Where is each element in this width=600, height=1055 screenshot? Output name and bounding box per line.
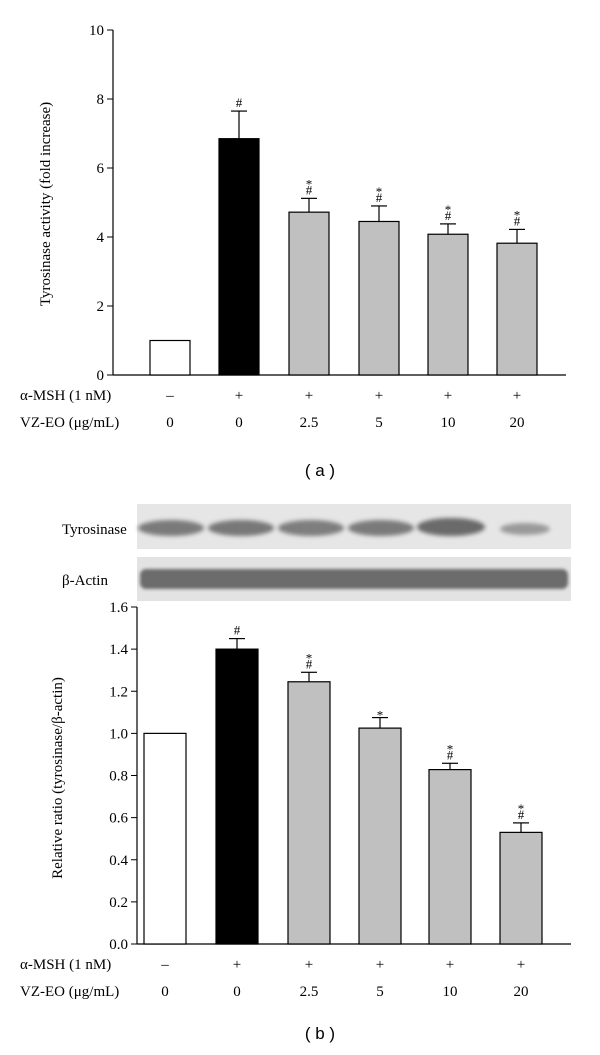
panel-b-y-tick-label: 0.4 — [109, 853, 128, 869]
panel-b-label: ( b ) — [305, 1024, 335, 1043]
panel-a-condition-value: + — [305, 388, 313, 404]
panel-b-condition-value: 20 — [514, 984, 529, 1000]
panel-b-y-tick-label: 0.2 — [109, 895, 128, 911]
panel-b-bars: ##**#*#* — [143, 623, 543, 945]
panel-a-asterisk-mark: * — [376, 184, 383, 199]
panel-a-condition-label: α-MSH (1 nM) — [20, 388, 111, 404]
panel-b-hash-mark: # — [447, 747, 454, 762]
panel-a-bars: ##*#*#*#* — [149, 95, 538, 376]
panel-a-condition-value: 0 — [166, 415, 174, 431]
panel-a-condition-value: + — [444, 388, 452, 404]
panel-b-y-ticks: 0.0 0.2 0.4 0.6 0.8 1.0 1.2 1.4 1.6 — [109, 600, 137, 953]
panel-a-hash-mark: # — [376, 190, 383, 205]
panel-b-condition-value: 0 — [161, 984, 169, 1000]
panel-a-condition-value: 0 — [235, 415, 243, 431]
panel-a-y-tick-label: 10 — [89, 23, 104, 39]
panel-a-asterisk-mark: * — [514, 207, 521, 222]
blot-actin-bands — [140, 569, 568, 589]
panel-b-y-tick-label: 1.6 — [109, 600, 128, 616]
panel-b-bar — [143, 732, 187, 945]
panel-a-condition-value: 2.5 — [300, 415, 319, 431]
panel-b-y-tick-label: 0.0 — [109, 937, 128, 953]
panel-b-condition-value: + — [446, 957, 454, 973]
panel-b-asterisk-mark: * — [377, 708, 384, 723]
panel-a-condition-value: 10 — [441, 415, 456, 431]
panel-a-bar — [288, 211, 330, 376]
panel-b-bar — [215, 648, 259, 945]
panel-b-y-tick-label: 1.4 — [109, 642, 128, 658]
panel-a-asterisk-mark: * — [306, 176, 313, 191]
blot-tyrosinase-label: Tyrosinase — [62, 522, 127, 538]
panel-b-condition-value: + — [517, 957, 525, 973]
panel-b-bar — [358, 727, 402, 945]
panel-a-condition-value: 5 — [375, 415, 383, 431]
panel-a-conditions: α-MSH (1 nM) – + + + + + VZ-EO (μg/mL) 0 0 2.5 5 10 2… — [20, 388, 525, 431]
blot-tyrosinase-bands — [138, 518, 550, 536]
panel-a-hash-mark: # — [306, 182, 313, 197]
panel-a-y-tick-label: 2 — [97, 299, 105, 315]
panel-b-y-tick-label: 1.2 — [109, 684, 128, 700]
panel-a-condition-value: + — [375, 388, 383, 404]
panel-b-asterisk-mark: * — [518, 801, 525, 816]
panel-b-y-tick-label: 0.8 — [109, 769, 128, 785]
panel-a-condition-value: + — [235, 388, 243, 404]
panel-b-bar — [499, 831, 543, 945]
panel-a-label: ( a ) — [305, 461, 335, 480]
panel-a-bar — [218, 138, 260, 376]
panel-a-condition-label: VZ-EO (μg/mL) — [20, 415, 119, 431]
panel-a-y-tick-label: 8 — [97, 92, 105, 108]
panel-b-y-tick-label: 1.0 — [109, 726, 128, 742]
panel-b-condition-value: + — [305, 957, 313, 973]
panel-a-bar — [149, 339, 191, 376]
panel-b-condition-value: + — [233, 957, 241, 973]
panel-b-condition-value: 0 — [233, 984, 241, 1000]
panel-a-hash-mark: # — [445, 208, 452, 223]
panel-a-hash-mark: # — [514, 213, 521, 228]
panel-b-hash-mark: # — [306, 656, 313, 671]
panel-a-y-axis-title: Tyrosinase activity (fold increase) — [38, 102, 54, 306]
panel-b-asterisk-mark: * — [447, 741, 454, 756]
panel-b-chart: Relative ratio (tyrosinase/β-actin) 0.00… — [20, 600, 571, 1043]
panel-b-condition-value: + — [376, 957, 384, 973]
panel-b-conditions: α-MSH (1 nM) – + + + + + VZ-EO (μg/mL) 0 0 2.5 5 10 2… — [20, 957, 529, 1000]
panel-a-condition-value: 20 — [510, 415, 525, 431]
panel-b-condition-value: 2.5 — [300, 984, 319, 1000]
panel-b-condition-value: – — [160, 957, 169, 973]
panel-a-y-ticks: 0 2 4 6 8 10 — [89, 23, 113, 384]
panel-a-condition-value: – — [165, 388, 174, 404]
panel-b-condition-value: 10 — [443, 984, 458, 1000]
panel-a-condition-value: + — [513, 388, 521, 404]
panel-b-y-tick-label: 0.6 — [109, 811, 128, 827]
panel-b-hash-mark: # — [518, 807, 525, 822]
panel-a-asterisk-mark: * — [445, 202, 452, 217]
panel-a-y-tick-label: 6 — [97, 161, 105, 177]
western-blot: Tyrosinase β-Actin — [62, 504, 571, 601]
panel-a-bar — [358, 220, 400, 376]
panel-b-condition-value: 5 — [376, 984, 384, 1000]
panel-b-condition-label: VZ-EO (μg/mL) — [20, 984, 119, 1000]
panel-a-bar — [427, 233, 469, 376]
panel-a-bar — [496, 242, 538, 376]
blot-actin-label: β-Actin — [62, 573, 108, 589]
panel-a-chart: Tyrosinase activity (fold increase) 0 2 4 6… — [20, 23, 566, 480]
panel-b-bar — [428, 769, 472, 945]
panel-a-hash-mark: # — [236, 95, 243, 110]
panel-a-y-tick-label: 0 — [97, 368, 105, 384]
panel-b-bar — [287, 681, 331, 945]
panel-b-condition-label: α-MSH (1 nM) — [20, 957, 111, 973]
panel-b-y-axis-title: Relative ratio (tyrosinase/β-actin) — [50, 677, 66, 879]
panel-b-asterisk-mark: * — [306, 650, 313, 665]
panel-a-y-tick-label: 4 — [97, 230, 105, 246]
panel-b-hash-mark: # — [234, 623, 241, 638]
